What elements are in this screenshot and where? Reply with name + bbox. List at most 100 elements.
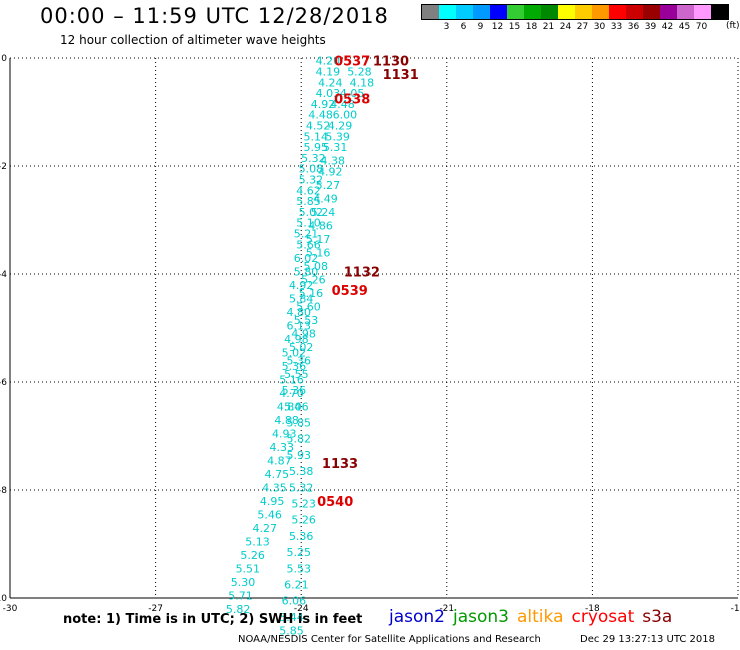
track-a-value: 4.88 [274, 414, 299, 427]
y-tick-label: -4 [0, 270, 7, 280]
legend-label: 21 [542, 22, 555, 32]
track-a-value: 5.80 [294, 265, 319, 278]
track-a-value: 5.32 [299, 174, 324, 187]
legend-label: 6 [460, 22, 467, 32]
legend-swatches [421, 4, 729, 20]
time-label: 0538 [334, 93, 370, 108]
legend-swatch [456, 5, 473, 19]
legend-swatch [677, 5, 694, 19]
track-b-value: 5.53 [287, 562, 312, 575]
track-b-value: 5.28 [347, 66, 372, 79]
x-tick-label: -21 [439, 604, 454, 614]
generated-timestamp: Dec 29 13:27:13 UTC 2018 [580, 634, 715, 645]
axis-ticks: -30 -27 -24 -21 -18 -15 0 -2 -4 -6 -8 -10 [0, 54, 740, 614]
legend-swatch [558, 5, 575, 19]
y-tick-label: 0 [1, 54, 7, 64]
legend-swatch [490, 5, 507, 19]
track-a-value: 4.48 [308, 109, 333, 122]
track-b-value: 5.32 [289, 481, 314, 494]
track-b-value: 5.06 [284, 400, 309, 413]
legend-label: 3 [443, 22, 450, 32]
satellite-altika: altika [517, 607, 564, 627]
track-b-value: 5.36 [282, 384, 307, 397]
track-b-value: 5.36 [287, 354, 312, 367]
satellite-legend: jason2 jason3 altika cryosat s3a [389, 607, 680, 627]
legend-label: 42 [661, 22, 674, 32]
track-b-value: 5.85 [279, 624, 304, 637]
track-b-value: 5.60 [296, 300, 321, 313]
track-b-value: 6.21 [284, 579, 309, 592]
legend-label: 33 [610, 22, 623, 32]
legend-swatch [422, 5, 439, 19]
track-a-value: 5.84 [289, 292, 314, 305]
x-tick-label: -27 [148, 604, 163, 614]
track-b-value: 5.24 [311, 206, 336, 219]
track-a-value: 4.62 [296, 184, 321, 197]
track-b-value: 5.93 [287, 449, 312, 462]
legend-swatch [609, 5, 626, 19]
track-b-value: 5.16 [306, 246, 331, 259]
track-a-value: 4.33 [270, 441, 295, 454]
track-a-value: 5.95 [304, 141, 329, 154]
legend-swatch [524, 5, 541, 19]
track-a-value: 4.19 [316, 66, 341, 79]
track-a-value: 5.21 [294, 228, 319, 241]
track-b-value: 5.08 [304, 260, 329, 273]
track-b-value: 4.29 [328, 120, 353, 133]
map-frame [9, 58, 738, 599]
track-a-value: 4.87 [267, 454, 292, 467]
track-b-value: 5.38 [289, 465, 314, 478]
track-a-value: 4.80 [287, 306, 312, 319]
legend-swatch [473, 5, 490, 19]
satellite-cryosat: cryosat [571, 607, 635, 627]
legend-swatch [439, 5, 456, 19]
track-a-value: 4.98 [284, 333, 309, 346]
credit-text: NOAA/NESDIS Center for Satellite Applica… [238, 634, 541, 645]
track-a-value: 4.35 [262, 481, 287, 494]
track-b-value: 5.26 [301, 273, 326, 286]
track-a-value: 6.02 [294, 252, 319, 265]
track-b-value: 5.55 [284, 368, 309, 381]
track-a-value: 4.84 [277, 400, 302, 413]
track-a-value: 4.93 [272, 427, 297, 440]
track-b-value: 5.23 [291, 498, 316, 511]
track-a-value: 5.02 [282, 346, 307, 359]
track-b-value: 6.00 [333, 109, 358, 122]
track-b-value: 4.98 [291, 327, 316, 340]
legend-labels: 3 6 9 12 15 18 21 24 27 30 33 36 39 42 45 70 [421, 20, 729, 34]
y-tick-label: -8 [0, 486, 7, 496]
track-b-value: 5.16 [299, 287, 324, 300]
track-b-value: 5.31 [323, 141, 348, 154]
track-b-value: 5.36 [289, 530, 314, 543]
track-a-value: 5.08 [299, 163, 324, 176]
track-b-value: 4.18 [350, 76, 375, 89]
time-label: 0539 [332, 284, 368, 299]
legend-label: 9 [477, 22, 484, 32]
x-tick-label: -30 [3, 604, 18, 614]
track-b-value: 6.06 [282, 595, 307, 608]
track-b-value: 5.17 [306, 233, 331, 246]
track-a-value: 5.46 [257, 508, 282, 521]
track-b-value: 5.82 [287, 433, 312, 446]
legend-label: 15 [508, 22, 521, 32]
legend-swatch [592, 5, 609, 19]
track-b-value: 4.86 [308, 219, 333, 232]
legend-swatch [711, 5, 728, 19]
y-tick-label: -10 [0, 594, 7, 604]
track-a-value: 5.13 [245, 535, 270, 548]
track-a-value: 4.92 [289, 279, 314, 292]
track-a-value: 6.13 [287, 319, 312, 332]
track-a-value: 5.32 [301, 152, 326, 165]
time-label: 1132 [344, 265, 380, 280]
legend-swatch [507, 5, 524, 19]
y-tick-label: -2 [0, 162, 7, 172]
track-b-value: 5.44 [279, 611, 304, 624]
legend-unit: (ft) [726, 21, 740, 31]
legend-label: 39 [644, 22, 657, 32]
satellite-jason2: jason2 [389, 607, 445, 627]
x-tick-label: -18 [585, 604, 600, 614]
page-title: 00:00 – 11:59 UTC 12/28/2018 [40, 4, 389, 28]
time-label: 1133 [322, 457, 358, 472]
